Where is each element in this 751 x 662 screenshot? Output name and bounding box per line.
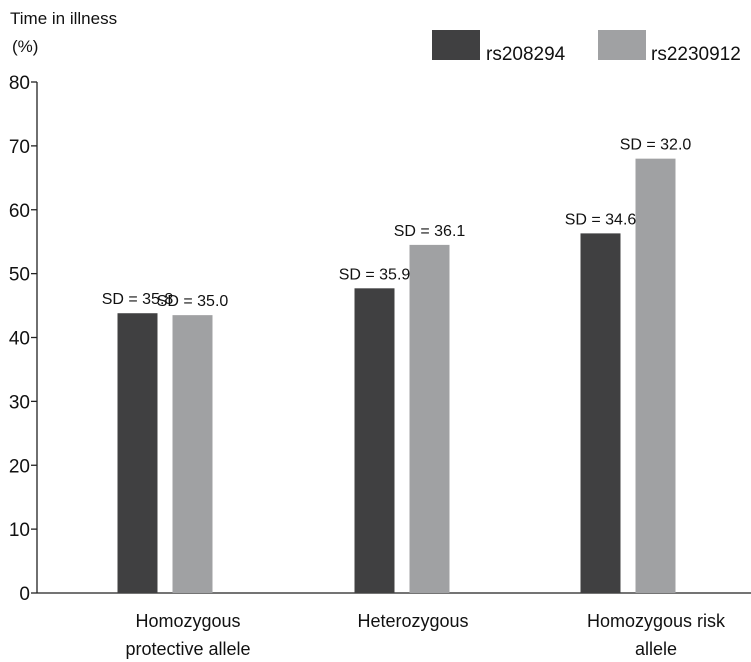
category-label-line1: Heterozygous — [357, 611, 468, 631]
bar-rs208294-1 — [354, 288, 395, 593]
labels: SD = 35.8 SD = 35.9 SD = 34.6 SD = 35.0 SD =… — [102, 137, 726, 659]
y-tick-label: 70 — [9, 137, 30, 158]
legend-label: rs208294 — [486, 44, 566, 65]
sd-label: SD = 36.1 — [394, 223, 466, 240]
y-tick-label: 60 — [9, 201, 30, 222]
axes: 0 10 20 30 40 50 60 70 80 — [9, 73, 751, 605]
category-label-line1: Homozygous — [135, 611, 240, 631]
bar-rs2230912-1 — [409, 244, 450, 593]
sd-label: SD = 35.8 — [102, 291, 174, 308]
legend-label: rs2230912 — [651, 44, 741, 65]
sd-label: SD = 35.0 — [157, 293, 229, 310]
y-tick-label: 30 — [9, 392, 30, 413]
y-tick-label: 20 — [9, 456, 30, 477]
sd-label: SD = 34.6 — [565, 211, 637, 228]
y-axis-title-line2: (%) — [12, 37, 38, 56]
category-label-line1: Homozygous risk — [587, 611, 726, 631]
bar-rs208294-0 — [117, 313, 158, 593]
sd-label: SD = 35.9 — [339, 266, 411, 283]
y-tick-label: 10 — [9, 520, 30, 541]
legend-swatch-rs208294 — [432, 30, 480, 60]
y-tick-label: 0 — [19, 584, 30, 605]
bar-rs2230912-0 — [172, 315, 213, 593]
y-axis-title-line1: Time in illness — [10, 9, 117, 28]
bar-rs2230912-2 — [635, 158, 676, 593]
bars — [117, 158, 676, 594]
y-tick-label: 80 — [9, 73, 30, 94]
y-tick-label: 50 — [9, 265, 30, 286]
category-label-line2: allele — [635, 639, 677, 659]
y-tick-label: 40 — [9, 329, 30, 350]
bar-rs208294-2 — [580, 233, 621, 594]
sd-label: SD = 32.0 — [620, 137, 692, 154]
category-label-line2: protective allele — [125, 639, 250, 659]
legend-swatch-rs2230912 — [598, 30, 646, 60]
legend: rs208294 rs2230912 — [432, 30, 741, 65]
